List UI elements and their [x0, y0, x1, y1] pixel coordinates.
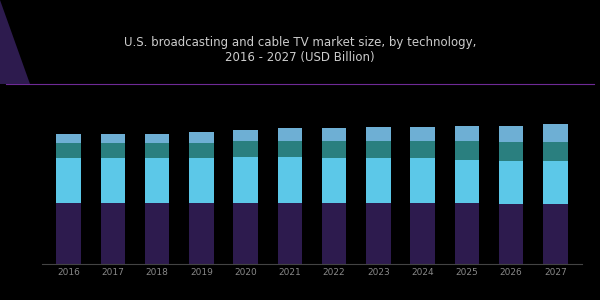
- Bar: [278, 157, 302, 203]
- Text: U.S. broadcasting and cable TV market size, by technology,
2016 - 2027 (USD Bill: U.S. broadcasting and cable TV market si…: [124, 36, 476, 64]
- Bar: [410, 203, 435, 264]
- Bar: [145, 203, 169, 264]
- Bar: [499, 204, 523, 264]
- Bar: [56, 158, 81, 203]
- Bar: [499, 142, 523, 161]
- Bar: [366, 141, 391, 158]
- Bar: [145, 158, 169, 203]
- Bar: [101, 203, 125, 264]
- Bar: [499, 126, 523, 142]
- Bar: [322, 158, 346, 203]
- Bar: [322, 203, 346, 264]
- Bar: [543, 142, 568, 161]
- Bar: [322, 141, 346, 158]
- Bar: [278, 128, 302, 141]
- Bar: [410, 158, 435, 203]
- Bar: [366, 127, 391, 141]
- Bar: [366, 158, 391, 203]
- Bar: [233, 203, 258, 264]
- Bar: [322, 128, 346, 141]
- Bar: [543, 161, 568, 204]
- Bar: [233, 130, 258, 141]
- Bar: [278, 141, 302, 157]
- Bar: [366, 203, 391, 264]
- Bar: [499, 161, 523, 204]
- Bar: [189, 158, 214, 203]
- Bar: [233, 141, 258, 157]
- Bar: [101, 158, 125, 203]
- Bar: [455, 141, 479, 160]
- Bar: [189, 203, 214, 264]
- Bar: [56, 134, 81, 143]
- Bar: [455, 160, 479, 203]
- Bar: [543, 204, 568, 264]
- Bar: [189, 132, 214, 143]
- Bar: [145, 134, 169, 143]
- Bar: [455, 126, 479, 141]
- Bar: [233, 157, 258, 203]
- Bar: [278, 203, 302, 264]
- Bar: [56, 143, 81, 158]
- Bar: [145, 143, 169, 158]
- Bar: [543, 124, 568, 142]
- Bar: [56, 203, 81, 264]
- Bar: [410, 141, 435, 158]
- Bar: [189, 143, 214, 158]
- Bar: [101, 143, 125, 158]
- Bar: [410, 127, 435, 141]
- Bar: [101, 134, 125, 143]
- Bar: [455, 203, 479, 264]
